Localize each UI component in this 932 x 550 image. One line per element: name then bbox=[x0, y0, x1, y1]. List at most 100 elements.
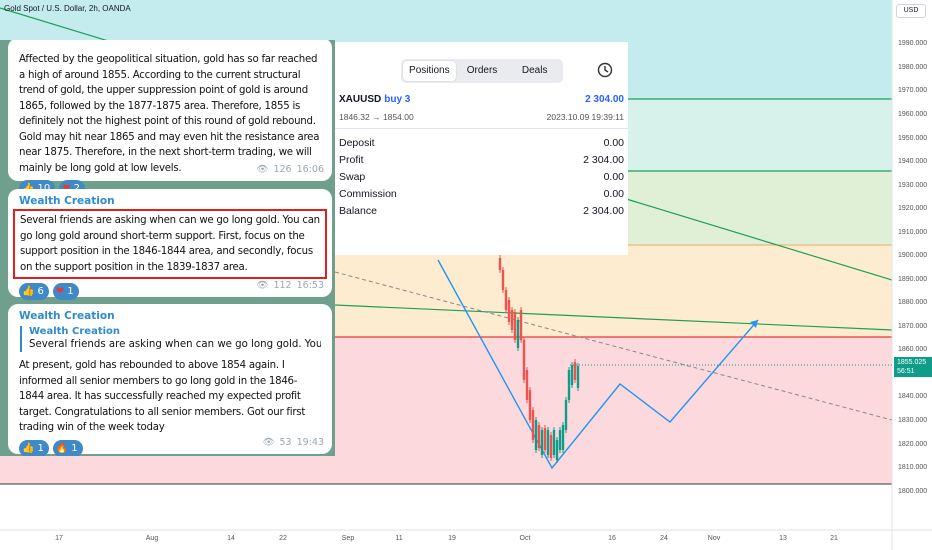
history-clock-icon[interactable] bbox=[597, 62, 613, 78]
candle-body bbox=[525, 370, 529, 400]
time-tick-label: 14 bbox=[227, 535, 235, 542]
trendline-mid bbox=[334, 304, 893, 331]
price-tick-label: 1980.000 bbox=[898, 64, 928, 71]
chat-panel[interactable]: Affected by the geopolitical situation, … bbox=[0, 40, 335, 456]
candle-body bbox=[528, 390, 532, 420]
time-tick-label: 13 bbox=[779, 535, 787, 542]
position-open-time: 2023.10.09 19:39:11 bbox=[546, 112, 624, 122]
quote-text: Several friends are asking when can we g… bbox=[29, 339, 321, 350]
time-tick-label: 11 bbox=[395, 535, 403, 542]
trendline-dashed bbox=[334, 271, 893, 421]
eye-icon: 👁 bbox=[256, 164, 269, 175]
price-tick-label: 1830.000 bbox=[898, 417, 928, 424]
summary-swap: Swap 0.00 bbox=[339, 171, 624, 183]
eye-icon: 👁 bbox=[256, 280, 269, 291]
candle-body bbox=[522, 340, 526, 380]
last-price-tag: 1855.025 56:51 bbox=[894, 357, 932, 377]
candle-body bbox=[555, 440, 559, 460]
projection-arrowhead bbox=[750, 320, 758, 328]
message-sender[interactable]: Wealth Creation bbox=[19, 310, 115, 322]
message-meta: 👁 126 16:06 bbox=[256, 164, 324, 175]
candle-body bbox=[540, 430, 544, 455]
bar-countdown: 56:51 bbox=[897, 368, 915, 375]
candles bbox=[498, 255, 580, 463]
tab-orders[interactable]: Orders bbox=[466, 65, 498, 76]
position-symbol: XAUUSD bbox=[339, 94, 382, 105]
reaction-fire[interactable]: 🔥 1 bbox=[52, 439, 83, 456]
eye-icon: 👁 bbox=[262, 437, 275, 448]
candle-body bbox=[576, 366, 580, 388]
price-tick-label: 1940.000 bbox=[898, 158, 928, 165]
candle-body bbox=[558, 430, 562, 450]
candle-body bbox=[507, 300, 511, 322]
price-tick-label: 1840.000 bbox=[898, 393, 928, 400]
reaction-thumbs-up[interactable]: 👍 6 bbox=[19, 283, 49, 300]
candle-body bbox=[552, 430, 556, 455]
divider bbox=[335, 128, 628, 129]
price-tick-label: 1860.000 bbox=[898, 346, 928, 353]
candle-body bbox=[513, 312, 517, 340]
candle-body bbox=[501, 270, 505, 290]
candle-body bbox=[561, 425, 565, 450]
message-meta: 👁 112 16:53 bbox=[256, 280, 324, 291]
message-time: 16:06 bbox=[296, 164, 324, 175]
time-tick-label: 16 bbox=[608, 535, 616, 542]
message-sender[interactable]: Wealth Creation bbox=[19, 195, 115, 207]
reaction-heart[interactable]: ❤ 1 bbox=[52, 283, 79, 300]
summary-balance: Balance 2 304.00 bbox=[339, 205, 624, 217]
candle-body bbox=[570, 365, 574, 385]
time-tick-label: Sep bbox=[341, 535, 355, 542]
candle-body bbox=[516, 320, 520, 348]
candle-body bbox=[549, 435, 553, 458]
currency-badge[interactable]: USD bbox=[896, 4, 926, 18]
price-tick-label: 1930.000 bbox=[898, 182, 928, 189]
price-tick-label: 1900.000 bbox=[898, 252, 928, 259]
price-tick-label: 1950.000 bbox=[898, 135, 928, 142]
chat-message: Wealth Creation Several friends are aski… bbox=[8, 189, 332, 300]
summary-deposit: Deposit 0.00 bbox=[339, 137, 624, 149]
position-price-move: 1846.32 → 1854.00 bbox=[339, 112, 414, 122]
candle-body bbox=[498, 258, 502, 270]
fire-icon: 🔥 bbox=[55, 442, 69, 454]
last-price: 1855.025 bbox=[897, 359, 927, 366]
reactions: 👍 6 ❤ 1 bbox=[19, 283, 321, 300]
price-tick-label: 1870.000 bbox=[898, 323, 928, 330]
tab-positions[interactable]: Positions bbox=[403, 61, 456, 81]
message-meta: 👁 53 19:43 bbox=[262, 437, 324, 448]
heart-icon: ❤ bbox=[62, 183, 70, 194]
candle-body bbox=[534, 420, 538, 450]
price-tick-label: 1910.000 bbox=[898, 229, 928, 236]
candle-body bbox=[510, 310, 514, 330]
price-tick-label: 1820.000 bbox=[898, 441, 928, 448]
projection-path bbox=[437, 259, 759, 470]
time-tick-label: 21 bbox=[830, 535, 838, 542]
candle-body bbox=[543, 428, 547, 450]
chart-title: Gold Spot / U.S. Dollar, 2h, OANDA bbox=[4, 4, 131, 13]
position-details: 1846.32 → 1854.00 2023.10.09 19:39:11 bbox=[339, 112, 624, 122]
price-tick-label: 1970.000 bbox=[898, 87, 928, 94]
positions-panel: Positions Orders Deals XAUUSD buy 3 2 304… bbox=[335, 42, 628, 255]
thumbs-up-icon: 👍 bbox=[22, 442, 35, 454]
tab-deals[interactable]: Deals bbox=[521, 65, 548, 76]
position-direction: buy 3 bbox=[384, 94, 411, 105]
time-tick-label: 17 bbox=[55, 535, 63, 542]
chat-message: Wealth Creation Wealth Creation Several … bbox=[8, 304, 332, 456]
thumbs-up-icon: 👍 bbox=[22, 286, 35, 297]
message-text: At present, gold has rebounded to above … bbox=[19, 360, 306, 433]
position-row[interactable]: XAUUSD buy 3 2 304.00 bbox=[339, 94, 624, 105]
message-text-highlighted: Several friends are asking when can we g… bbox=[13, 209, 327, 279]
quoted-message[interactable]: Wealth Creation Several friends are aski… bbox=[20, 326, 321, 352]
candle-body bbox=[567, 370, 571, 400]
heart-icon: ❤ bbox=[55, 286, 65, 297]
reaction-thumbs-up[interactable]: 👍 1 bbox=[19, 439, 49, 456]
tab-bar: Positions Orders Deals bbox=[401, 59, 563, 83]
time-tick-label: 24 bbox=[660, 535, 668, 542]
message-time: 16:53 bbox=[296, 280, 324, 291]
price-tick-label: 1960.000 bbox=[898, 111, 928, 118]
view-count: 126 bbox=[273, 164, 292, 175]
price-tick-label: 1990.000 bbox=[898, 40, 928, 47]
summary-profit: Profit 2 304.00 bbox=[339, 154, 624, 166]
time-tick-label: 22 bbox=[279, 535, 287, 542]
candle-body bbox=[504, 290, 508, 310]
time-tick-label: Nov bbox=[707, 535, 721, 542]
